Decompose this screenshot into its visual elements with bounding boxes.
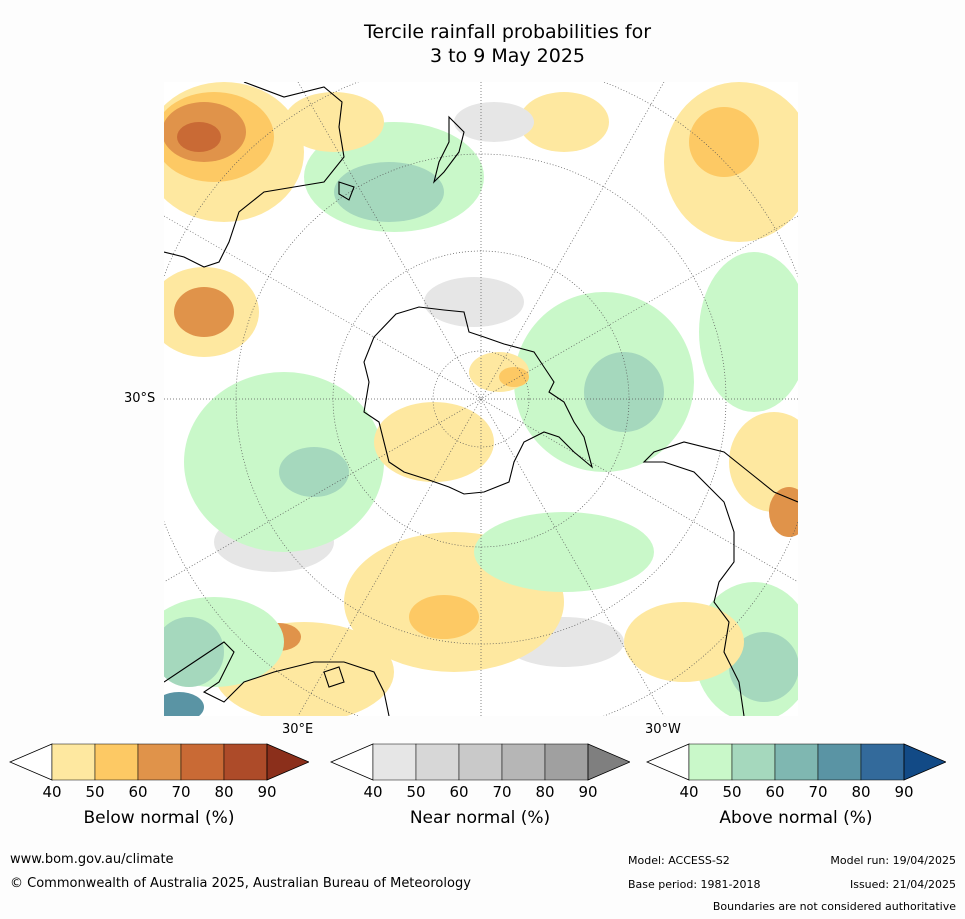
colorbar-segment (223, 743, 268, 781)
copyright-text: © Commonwealth of Australia 2025, Austra… (10, 876, 471, 891)
colorbar-near-normal (330, 743, 630, 781)
colorbar-segment-min (9, 743, 53, 781)
longitude-label-30w: 30°W (645, 722, 681, 737)
tick-label: 70 (171, 783, 191, 801)
title-line-1: Tercile rainfall probabilities for (363, 21, 652, 43)
tick-label: 70 (808, 783, 828, 801)
tick-label: 90 (578, 783, 598, 801)
colorbar-segment (415, 743, 460, 781)
tick-label: 70 (492, 783, 512, 801)
africa-coast (164, 641, 390, 716)
colorbar-segment (180, 743, 225, 781)
legend-label-near: Near normal (%) (409, 808, 551, 828)
tick-label: 40 (363, 783, 383, 801)
colorbar-segment (544, 743, 589, 781)
colorbar-above-segments (646, 743, 946, 781)
colorbar-segment (137, 743, 182, 781)
antarctica-coast (363, 306, 593, 495)
tick-label: 40 (679, 783, 699, 801)
colorbar-segment-max (266, 743, 309, 781)
ticks-above: 40 50 60 70 80 90 (646, 783, 946, 801)
colorbar-segment (51, 743, 96, 781)
issued-text: Issued: 21/04/2025 (849, 878, 956, 891)
tick-label: 60 (128, 783, 148, 801)
colorbar-segment (458, 743, 503, 781)
south-america-coast (642, 441, 798, 716)
tick-label: 50 (406, 783, 426, 801)
coastlines (164, 82, 798, 716)
disclaimer-text: Boundaries are not considered authoritat… (712, 900, 956, 913)
australia-coast (164, 82, 345, 268)
colorbar-below-normal (9, 743, 309, 781)
colorbar-segment (860, 743, 905, 781)
colorbar-segment (94, 743, 139, 781)
colorbar-segment (372, 743, 417, 781)
colorbar-segment-min (330, 743, 374, 781)
tick-label: 50 (722, 783, 742, 801)
ticks-below: 40 50 60 70 80 90 (9, 783, 309, 801)
polar-map (164, 82, 798, 716)
colorbar-segment (688, 743, 733, 781)
colorbar-segment-max (903, 743, 946, 781)
probability-shading (164, 82, 798, 716)
colorbar-segment (774, 743, 819, 781)
graticule (164, 82, 798, 716)
legend-label-above: Above normal (%) (719, 808, 873, 828)
colorbar-segment (817, 743, 862, 781)
colorbar-segment (501, 743, 546, 781)
tasmania-coast (338, 181, 355, 201)
colorbar-segment (731, 743, 776, 781)
map-panel: 30°S 30°E 30°W (124, 82, 798, 737)
tick-label: 50 (85, 783, 105, 801)
colorbar-below-segments (9, 743, 309, 781)
title-line-2: 3 to 9 May 2025 (429, 45, 586, 67)
longitude-label-30e: 30°E (282, 722, 314, 737)
tick-label: 80 (535, 783, 555, 801)
colorbar-above-normal (646, 743, 946, 781)
legend-label-below: Below normal (%) (83, 808, 235, 828)
tick-label: 40 (42, 783, 62, 801)
new-zealand-coast (432, 115, 465, 184)
base-period-text: Base period: 1981-2018 (628, 878, 761, 891)
tick-label: 90 (894, 783, 914, 801)
madagascar-coast (323, 666, 345, 688)
website-link[interactable]: www.bom.gov.au/climate (10, 852, 174, 867)
tick-label: 90 (257, 783, 277, 801)
model-run-text: Model run: 19/04/2025 (830, 854, 956, 867)
tick-label: 60 (765, 783, 785, 801)
tick-label: 60 (449, 783, 469, 801)
model-text: Model: ACCESS-S2 (628, 854, 730, 867)
map-title: Tercile rainfall probabilities for 3 to … (0, 20, 965, 68)
colorbar-near-segments (330, 743, 630, 781)
colorbar-segment-min (646, 743, 690, 781)
ticks-near: 40 50 60 70 80 90 (330, 783, 630, 801)
latitude-label-30s: 30°S (124, 391, 156, 406)
tick-label: 80 (851, 783, 871, 801)
colorbar-segment-max (587, 743, 630, 781)
tick-label: 80 (214, 783, 234, 801)
